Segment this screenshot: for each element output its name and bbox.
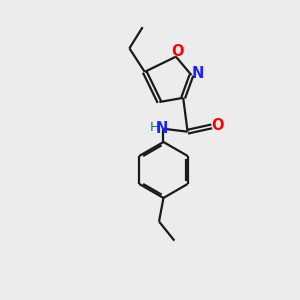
Text: O: O [171, 44, 184, 59]
Text: N: N [192, 66, 204, 81]
Text: O: O [212, 118, 224, 133]
Text: N: N [155, 121, 168, 136]
Text: H: H [150, 121, 160, 134]
